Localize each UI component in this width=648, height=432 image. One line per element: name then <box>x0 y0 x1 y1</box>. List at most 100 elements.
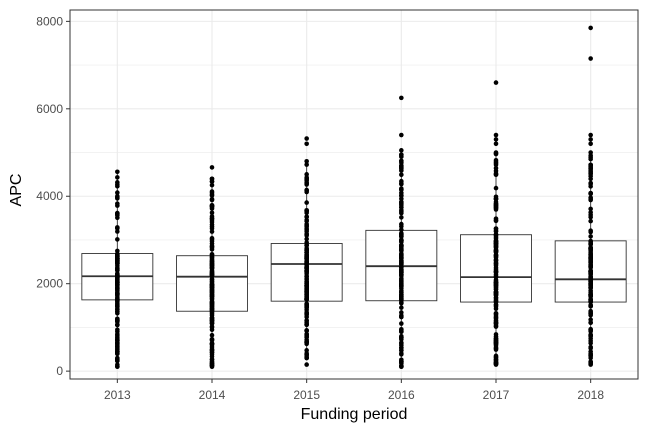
data-point <box>399 215 404 220</box>
points-2017 <box>493 80 499 367</box>
data-point <box>399 231 404 237</box>
data-point <box>399 172 404 178</box>
data-point <box>588 154 593 160</box>
data-point <box>399 341 404 346</box>
data-point <box>209 288 215 294</box>
data-point <box>399 329 404 335</box>
data-point <box>209 357 215 362</box>
data-point <box>115 302 120 307</box>
data-point <box>399 321 404 326</box>
data-point <box>399 300 404 306</box>
data-point <box>399 132 404 138</box>
data-point <box>493 141 499 147</box>
data-point <box>493 232 499 238</box>
data-point <box>399 364 404 370</box>
data-point <box>304 288 309 293</box>
y-tick-label: 6000 <box>36 102 63 116</box>
data-point <box>493 362 499 367</box>
data-point <box>493 265 499 271</box>
data-point <box>493 172 499 178</box>
data-point <box>588 303 593 309</box>
data-point <box>493 216 499 221</box>
data-point <box>209 165 215 170</box>
data-point <box>493 137 499 142</box>
data-point <box>304 273 309 279</box>
data-point <box>399 352 404 357</box>
data-point <box>399 258 404 263</box>
data-point <box>493 339 499 345</box>
data-point <box>209 351 215 357</box>
data-point <box>493 185 499 191</box>
data-point <box>115 252 120 257</box>
data-point <box>493 273 499 279</box>
data-point <box>304 224 309 230</box>
data-point <box>115 210 120 216</box>
data-point <box>399 227 404 233</box>
data-point <box>399 186 404 191</box>
data-point <box>304 175 309 180</box>
data-point <box>588 162 593 168</box>
panel-border <box>69 9 639 380</box>
data-point <box>115 237 120 242</box>
data-point <box>209 219 215 225</box>
data-point <box>304 318 309 323</box>
data-point <box>304 283 309 288</box>
x-axis-title: Funding period <box>301 406 408 423</box>
x-tick-label: 2017 <box>483 388 510 402</box>
data-point <box>399 237 404 243</box>
x-tick-label: 2015 <box>293 388 320 402</box>
data-point <box>399 181 404 187</box>
data-point <box>209 324 215 329</box>
data-point <box>493 160 499 166</box>
data-point <box>588 214 593 220</box>
data-point <box>399 95 404 101</box>
x-tick-label: 2016 <box>388 388 415 402</box>
data-point <box>399 314 404 320</box>
data-point <box>493 80 499 85</box>
data-point <box>209 279 215 285</box>
data-point <box>399 347 404 353</box>
data-point <box>399 360 404 365</box>
x-tick-label: 2014 <box>199 388 226 402</box>
data-point <box>304 314 309 320</box>
data-point <box>493 324 499 329</box>
data-point <box>399 264 404 269</box>
data-point <box>304 355 309 361</box>
data-point <box>304 229 309 234</box>
data-point <box>209 196 215 202</box>
data-point <box>304 259 309 265</box>
data-point <box>493 248 499 253</box>
data-point <box>115 297 120 302</box>
data-point <box>209 327 215 333</box>
data-point <box>304 141 309 147</box>
data-point <box>399 210 404 216</box>
data-point <box>588 260 593 265</box>
data-point <box>399 289 404 295</box>
data-point <box>588 268 593 274</box>
data-point <box>588 346 593 351</box>
data-point <box>209 210 215 216</box>
data-point <box>304 302 309 308</box>
data-point <box>588 218 593 224</box>
data-point <box>588 246 593 251</box>
data-point <box>399 273 404 279</box>
points-2015 <box>304 136 309 367</box>
data-point <box>588 196 593 202</box>
data-point <box>399 305 404 310</box>
data-point <box>493 312 499 318</box>
data-point <box>588 242 593 247</box>
data-point <box>588 329 593 334</box>
data-point <box>209 229 215 234</box>
data-point <box>115 285 120 291</box>
data-point <box>493 207 499 212</box>
data-point <box>115 180 120 185</box>
data-point <box>493 269 499 275</box>
data-point <box>209 235 215 241</box>
data-point <box>209 243 215 249</box>
data-point <box>115 203 120 208</box>
points-2013 <box>115 169 120 370</box>
data-point <box>588 310 593 316</box>
data-point <box>588 238 593 244</box>
x-tick-label: 2013 <box>104 388 131 402</box>
